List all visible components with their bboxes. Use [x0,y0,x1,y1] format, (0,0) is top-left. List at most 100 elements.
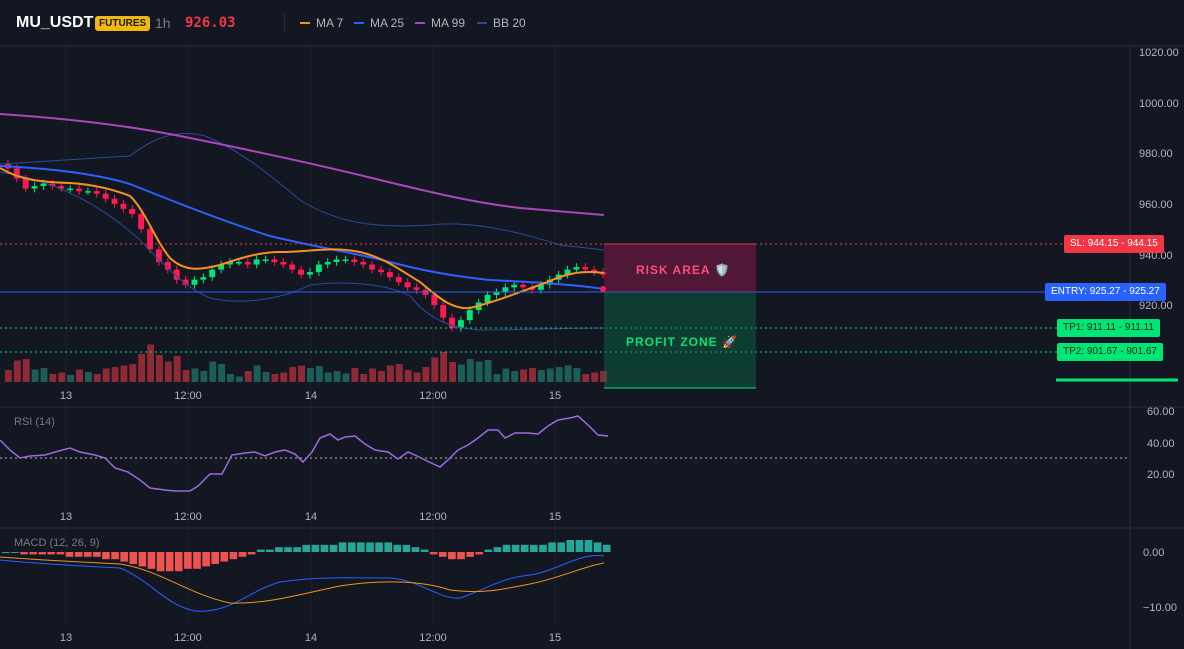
macd-histogram-bar [566,540,575,552]
volume-bar [440,352,448,382]
candle [564,269,571,275]
ma99-line [0,113,605,216]
last-price-dot [600,286,606,292]
volume-bar [404,370,412,382]
volume-bar [40,368,48,382]
macd-histogram-bar [530,544,538,552]
risk-area-zone[interactable] [604,244,756,292]
volume-bar [600,371,607,382]
time-tick: 15 [549,390,561,402]
volume-bar [564,365,572,382]
macd-histogram-bar [284,547,292,552]
volume-bar [324,372,332,382]
macd-axis: 0.00 −10.00 [1143,547,1177,614]
candle [164,261,171,270]
macd-histogram-bar [357,542,365,552]
candle [76,188,82,192]
volume-bar [31,369,39,382]
time-tick: 14 [305,390,317,402]
volume-bar [182,370,190,382]
rsi-tick: 60.00 [1147,406,1175,418]
volume-bar [395,364,403,382]
candle [58,186,65,189]
volume-bar [422,367,430,382]
candle [111,198,118,204]
macd-histogram-bar [102,552,110,560]
macd-histogram-bar [347,542,356,552]
volume-bar [93,374,101,382]
candle [40,183,47,187]
legend-ma25[interactable]: MA 25 [354,16,404,30]
volume-bar [58,372,66,382]
candle [253,259,260,265]
volume-bar [102,368,110,382]
legend-ma99[interactable]: MA 99 [415,16,465,30]
macd-histogram-bar [238,552,247,557]
volume-bar [120,365,128,382]
time-tick: 15 [549,511,561,523]
bb-upper-band [0,132,605,251]
candle [493,292,500,295]
bb20-label: BB 20 [493,16,526,30]
macd-histogram-bar [220,552,229,562]
volume-bar [493,374,501,382]
futures-badge: FUTURES [95,16,151,31]
macd-histogram-bar [293,547,301,552]
macd-histogram-bar [402,544,411,552]
tp1-tag[interactable]: TP1: 911.11 - 911.11 [1057,319,1160,337]
last-price: 926.03 [185,15,236,31]
macd-histogram-bar [74,552,83,557]
macd-tick: −10.00 [1143,602,1177,614]
candle [582,267,589,270]
volume-bar [5,370,12,382]
volume-bar [529,368,536,382]
volume-bar [156,355,163,382]
candle [49,183,56,187]
macd-histogram-bar [147,552,156,569]
macd-histogram-bar [120,552,128,562]
volume-bar [466,359,474,382]
candle [235,261,242,264]
volume-bar [218,364,226,382]
candle [440,305,447,318]
macd-histogram-bar [511,544,520,552]
volume-bar [147,344,154,382]
macd-histogram-bar [247,552,256,555]
candle [360,261,367,265]
candle [466,310,473,321]
symbol-name[interactable]: MU_USDT [16,14,94,31]
volume-bar [315,366,323,382]
macd-histogram-bar [275,547,283,552]
macd-histogram-bar [502,544,511,552]
time-tick: 14 [305,511,317,523]
volume-bar [520,369,528,382]
ma25-swatch [354,22,364,24]
candle [386,272,393,278]
profit-zone[interactable] [604,292,756,388]
macd-histogram-bar [593,542,602,552]
macd-histogram-bar [20,552,28,555]
entry-tag[interactable]: ENTRY: 925.27 - 925.27 [1045,283,1166,301]
legend-ma7[interactable]: MA 7 [300,16,343,30]
volume-bar [244,371,252,382]
candle [520,284,527,288]
price-tick: 940.00 [1139,250,1173,262]
volume-bar [111,367,119,382]
tp2-tag[interactable]: TP2: 901.67 - 901.67 [1057,343,1163,361]
macd-histogram-bar [411,547,420,552]
volume-bar [449,362,456,382]
ma7-line [0,167,605,310]
macd-histogram-bar [420,549,429,552]
time-tick: 12:00 [174,511,202,523]
sl-tag[interactable]: SL: 944.15 - 944.15 [1064,235,1164,253]
volume-bar [173,356,181,382]
candle [102,193,109,199]
volume-bar [582,374,590,382]
price-axis[interactable]: 1020.00 1000.00 980.00 960.00 940.00 920… [1139,47,1179,312]
volume-bar [227,374,234,382]
candle [209,269,216,278]
legend-bb20[interactable]: BB 20 [477,16,526,30]
timeframe-label[interactable]: 1h [155,15,171,31]
candle [218,264,225,270]
